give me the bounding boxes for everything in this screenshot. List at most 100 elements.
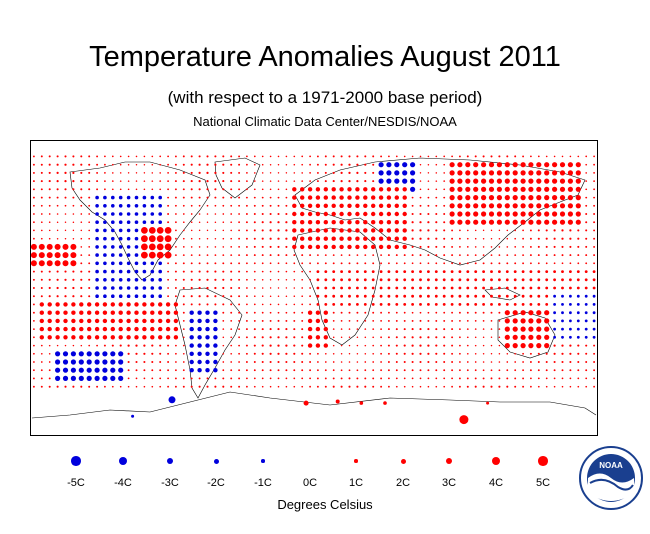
warm-anomaly-dot [261, 163, 264, 166]
warm-anomaly-dot [593, 188, 595, 191]
warm-anomaly-dot [293, 303, 296, 306]
warm-anomaly-dot [435, 254, 438, 257]
warm-anomaly-dot [277, 196, 280, 199]
warm-anomaly-dot [48, 369, 51, 372]
warm-anomaly-dot [293, 180, 296, 182]
warm-anomaly-dot [544, 162, 550, 168]
warm-anomaly-dot [379, 278, 383, 282]
warm-anomaly-dot [335, 399, 340, 404]
warm-anomaly-dot [395, 254, 398, 257]
warm-anomaly-dot [331, 236, 336, 241]
warm-anomaly-dot [482, 377, 485, 380]
warm-anomaly-dot [32, 377, 35, 380]
warm-anomaly-dot [127, 385, 130, 388]
warm-anomaly-dot [80, 229, 83, 232]
warm-anomaly-dot [261, 180, 264, 182]
warm-anomaly-dot [198, 262, 201, 265]
warm-anomaly-dot [575, 203, 581, 209]
warm-anomaly-dot [285, 336, 288, 339]
cold-anomaly-dot [142, 204, 147, 208]
warm-anomaly-dot [473, 170, 479, 176]
warm-anomaly-dot [402, 244, 407, 250]
warm-anomaly-dot [33, 361, 35, 363]
warm-anomaly-dot [80, 213, 83, 215]
warm-anomaly-dot [174, 254, 177, 257]
warm-anomaly-dot [442, 294, 446, 298]
warm-anomaly-dot [520, 318, 526, 324]
warm-anomaly-dot [156, 251, 164, 259]
warm-anomaly-dot [277, 336, 280, 339]
warm-anomaly-dot [490, 369, 493, 372]
warm-anomaly-dot [80, 155, 83, 158]
warm-anomaly-dot [253, 196, 256, 199]
warm-anomaly-dot [285, 270, 288, 273]
warm-anomaly-dot [323, 310, 328, 315]
warm-anomaly-dot [466, 294, 470, 298]
warm-anomaly-dot [285, 279, 288, 281]
warm-anomaly-dot [380, 344, 382, 347]
warm-anomaly-dot [474, 336, 477, 339]
warm-anomaly-dot [443, 328, 446, 331]
warm-anomaly-dot [111, 172, 114, 174]
warm-anomaly-dot [285, 245, 288, 248]
warm-anomaly-dot [253, 278, 256, 281]
warm-anomaly-dot [520, 343, 526, 349]
cold-anomaly-dot [569, 311, 572, 315]
cold-anomaly-dot [150, 204, 155, 208]
warm-anomaly-dot [356, 262, 359, 265]
warm-anomaly-dot [253, 352, 256, 355]
warm-anomaly-dot [577, 360, 580, 364]
warm-anomaly-dot [253, 229, 256, 232]
cold-anomaly-dot [592, 335, 596, 339]
warm-anomaly-dot [316, 254, 319, 257]
warm-anomaly-dot [198, 286, 201, 290]
warm-anomaly-dot [347, 220, 352, 225]
cold-anomaly-dot [126, 204, 131, 208]
legend-dot [71, 456, 81, 466]
warm-anomaly-dot [504, 334, 510, 340]
warm-anomaly-dot [380, 311, 383, 314]
warm-anomaly-dot [72, 237, 75, 240]
legend-label: 1C [348, 477, 364, 489]
warm-anomaly-dot [54, 252, 61, 259]
warm-anomaly-dot [277, 287, 280, 289]
cold-anomaly-dot [213, 343, 218, 348]
warm-anomaly-dot [151, 385, 154, 388]
warm-anomaly-dot [64, 278, 67, 281]
warm-anomaly-dot [134, 302, 139, 307]
warm-anomaly-dot [33, 221, 35, 224]
warm-anomaly-dot [544, 178, 550, 184]
warm-anomaly-dot [451, 352, 454, 355]
warm-anomaly-dot [537, 229, 540, 232]
warm-anomaly-dot [490, 229, 493, 232]
warm-anomaly-dot [387, 294, 391, 298]
warm-anomaly-dot [269, 155, 272, 158]
warm-anomaly-dot [230, 344, 233, 347]
cold-anomaly-dot [118, 286, 123, 290]
warm-anomaly-dot [585, 245, 588, 248]
cold-anomaly-dot [189, 359, 194, 365]
warm-anomaly-dot [182, 361, 185, 363]
warm-anomaly-dot [593, 172, 595, 174]
warm-anomaly-dot [88, 237, 91, 240]
warm-anomaly-dot [230, 385, 233, 388]
warm-anomaly-dot [593, 361, 596, 363]
warm-anomaly-dot [40, 270, 43, 273]
warm-anomaly-dot [498, 270, 501, 273]
cold-anomaly-dot [95, 228, 99, 233]
warm-anomaly-dot [482, 286, 485, 290]
warm-anomaly-dot [198, 180, 201, 183]
warm-anomaly-dot [403, 344, 406, 347]
warm-anomaly-dot [363, 195, 368, 200]
warm-anomaly-dot [419, 286, 422, 290]
warm-anomaly-dot [206, 163, 209, 166]
cold-anomaly-dot [118, 220, 123, 224]
warm-anomaly-dot [514, 254, 517, 256]
warm-anomaly-dot [481, 211, 487, 217]
warm-anomaly-dot [261, 270, 264, 273]
warm-anomaly-dot [559, 211, 566, 217]
warm-anomaly-dot [593, 237, 596, 240]
warm-anomaly-dot [520, 203, 526, 209]
warm-anomaly-dot [537, 369, 540, 372]
warm-anomaly-dot [380, 361, 382, 363]
